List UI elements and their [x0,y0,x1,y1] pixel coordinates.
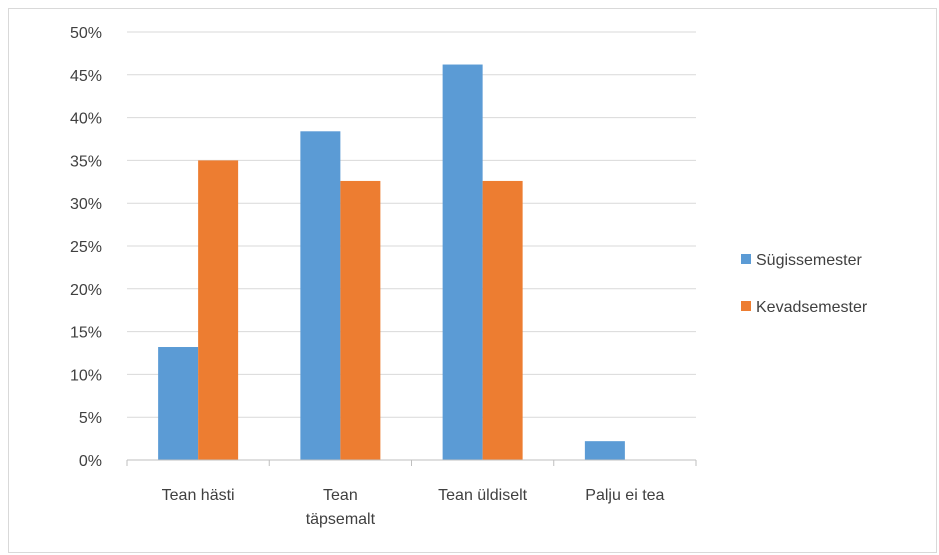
y-tick-labels: 0% 5% 10% 15% 20% 25% 30% 35% 40% 45% 50% [70,25,102,470]
bar-sügissemester-0 [158,347,199,460]
x-category-label: Tean üldiselt [438,487,528,504]
x-category-label-line: Tean üldiselt [438,487,528,504]
axes [126,459,697,466]
y-tick-label: 20% [70,282,102,299]
bar-kevadsemester-1 [340,180,381,460]
x-category-label: Palju ei tea [585,487,664,504]
x-category-label-line: Tean hästi [162,487,235,504]
bars [158,64,625,460]
y-tick-label: 5% [79,410,102,427]
y-tick-label: 30% [70,196,102,213]
x-category-label: Tean hästi [162,487,235,504]
x-category-labels: Tean hästi Tean täpsemalt Tean üldiselt Palj… [162,487,665,528]
legend-label: Sügissemester [756,252,862,269]
legend-swatch [741,301,751,311]
y-tick-label: 35% [70,153,102,170]
x-category-label-line: Palju ei tea [585,487,664,504]
bar-sügissemester-3 [584,441,625,460]
y-tick-label: 50% [70,25,102,42]
legend: Sügissemester Kevadsemester [741,252,868,316]
y-tick-label: 0% [79,453,102,470]
bar-sügissemester-2 [442,64,483,460]
y-tick-label: 10% [70,367,102,384]
x-category-label: Tean täpsemalt [306,487,376,528]
bar-kevadsemester-0 [198,160,239,460]
legend-label: Kevadsemester [756,299,868,316]
bar-kevadsemester-2 [482,180,523,460]
x-category-label-line: täpsemalt [306,511,376,528]
x-category-label-line: Tean [323,487,358,504]
bar-sügissemester-1 [300,131,341,460]
y-tick-label: 25% [70,239,102,256]
legend-swatch [741,254,751,264]
y-tick-label: 45% [70,68,102,85]
y-tick-label: 15% [70,325,102,342]
y-tick-label: 40% [70,111,102,128]
